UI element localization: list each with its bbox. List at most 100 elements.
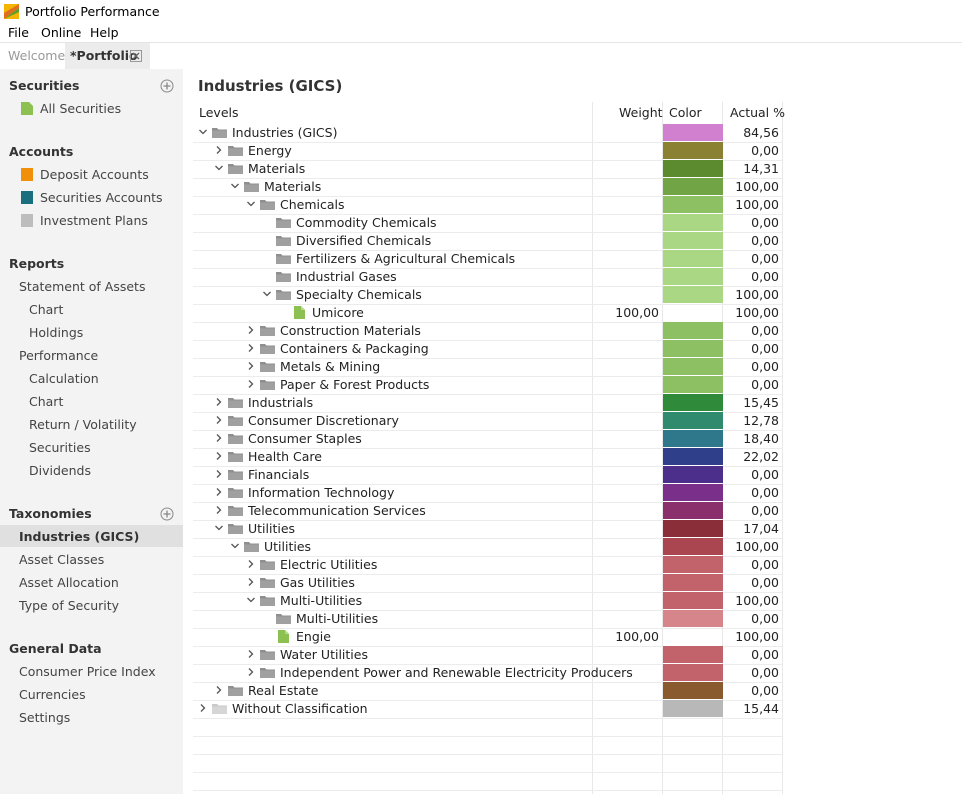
tree-row[interactable]: Water Utilities 0,00 [193, 646, 783, 665]
tree-row[interactable]: Industries (GICS) 84,56 [193, 124, 783, 143]
sidebar-item-consumer-price-index[interactable]: Consumer Price Index [19, 664, 156, 679]
chevron-right-icon[interactable] [246, 379, 256, 389]
chevron-down-icon[interactable] [262, 289, 272, 299]
menu-file[interactable]: File [8, 25, 29, 40]
chevron-right-icon[interactable] [214, 433, 224, 443]
color-swatch[interactable] [663, 358, 723, 375]
row-weight[interactable]: 100,00 [615, 629, 659, 644]
color-swatch[interactable] [663, 178, 723, 195]
tree-row[interactable]: Multi-Utilities 0,00 [193, 610, 783, 629]
sidebar-item-industries-gics[interactable]: Industries (GICS) [19, 529, 140, 544]
color-swatch[interactable] [663, 466, 723, 483]
chevron-right-icon[interactable] [214, 469, 224, 479]
sidebar-item-assets-chart[interactable]: Chart [29, 302, 64, 317]
color-swatch[interactable] [663, 268, 723, 285]
tree-row[interactable]: Fertilizers & Agricultural Chemicals 0,00 [193, 250, 783, 269]
add-taxonomy-icon[interactable] [160, 507, 174, 521]
sidebar-item-deposit-accounts[interactable]: Deposit Accounts [40, 167, 149, 182]
tab-welcome[interactable]: Welcome [8, 48, 66, 63]
column-header-color[interactable]: Color [669, 105, 702, 120]
tree-row[interactable]: Industrial Gases 0,00 [193, 268, 783, 287]
chevron-right-icon[interactable] [214, 487, 224, 497]
sidebar-item-securities-accounts[interactable]: Securities Accounts [40, 190, 163, 205]
tree-row[interactable]: Telecommunication Services 0,00 [193, 502, 783, 521]
chevron-right-icon[interactable] [214, 415, 224, 425]
tree-row[interactable]: Consumer Discretionary 12,78 [193, 412, 783, 431]
color-swatch[interactable] [663, 646, 723, 663]
sidebar-item-all-securities[interactable]: All Securities [40, 101, 122, 116]
color-swatch[interactable] [663, 502, 723, 519]
sidebar-item-holdings[interactable]: Holdings [29, 325, 84, 340]
tree-row[interactable]: Financials 0,00 [193, 466, 783, 485]
tree-row[interactable]: Containers & Packaging 0,00 [193, 340, 783, 359]
color-swatch[interactable] [663, 574, 723, 591]
color-swatch[interactable] [663, 628, 723, 645]
color-swatch[interactable] [663, 448, 723, 465]
chevron-right-icon[interactable] [246, 559, 256, 569]
color-swatch[interactable] [663, 340, 723, 357]
color-swatch[interactable] [663, 592, 723, 609]
chevron-right-icon[interactable] [214, 145, 224, 155]
chevron-down-icon[interactable] [198, 127, 208, 137]
color-swatch[interactable] [663, 124, 723, 141]
sidebar-item-performance[interactable]: Performance [19, 348, 99, 363]
sidebar-item-settings[interactable]: Settings [19, 710, 71, 725]
tab-portfolio[interactable]: *Portfolio [65, 43, 150, 69]
tree-row[interactable]: Real Estate 0,00 [193, 682, 783, 701]
row-weight[interactable]: 100,00 [615, 305, 659, 320]
tree-row[interactable]: Construction Materials 0,00 [193, 322, 783, 341]
tree-row[interactable]: Metals & Mining 0,00 [193, 358, 783, 377]
sidebar-item-asset-classes[interactable]: Asset Classes [19, 552, 105, 567]
color-swatch[interactable] [663, 556, 723, 573]
color-swatch[interactable] [663, 700, 723, 717]
chevron-right-icon[interactable] [214, 397, 224, 407]
chevron-right-icon[interactable] [246, 577, 256, 587]
color-swatch[interactable] [663, 520, 723, 537]
sidebar-item-performance-chart[interactable]: Chart [29, 394, 64, 409]
tree-row[interactable]: Information Technology 0,00 [193, 484, 783, 503]
chevron-right-icon[interactable] [246, 649, 256, 659]
color-swatch[interactable] [663, 196, 723, 213]
tree-row[interactable]: Specialty Chemicals 100,00 [193, 286, 783, 305]
color-swatch[interactable] [663, 214, 723, 231]
tree-row[interactable]: Commodity Chemicals 0,00 [193, 214, 783, 233]
chevron-down-icon[interactable] [246, 595, 256, 605]
tree-row[interactable]: Materials 14,31 [193, 160, 783, 179]
sidebar-item-investment-plans[interactable]: Investment Plans [40, 213, 148, 228]
tree-row[interactable]: Paper & Forest Products 0,00 [193, 376, 783, 395]
chevron-down-icon[interactable] [230, 541, 240, 551]
chevron-right-icon[interactable] [214, 451, 224, 461]
column-header-actual-percent[interactable]: Actual % [730, 105, 786, 120]
color-swatch[interactable] [663, 250, 723, 267]
chevron-right-icon[interactable] [214, 685, 224, 695]
sidebar-item-return-volatility[interactable]: Return / Volatility [29, 417, 137, 432]
chevron-down-icon[interactable] [230, 181, 240, 191]
sidebar-item-performance-securities[interactable]: Securities [29, 440, 91, 455]
add-security-icon[interactable] [160, 79, 174, 93]
chevron-right-icon[interactable] [246, 667, 256, 677]
tree-row[interactable]: Health Care 22,02 [193, 448, 783, 467]
color-swatch[interactable] [663, 376, 723, 393]
menu-help[interactable]: Help [90, 25, 119, 40]
chevron-right-icon[interactable] [198, 703, 208, 713]
sidebar-item-dividends[interactable]: Dividends [29, 463, 91, 478]
color-swatch[interactable] [663, 304, 723, 321]
tree-row[interactable]: Without Classification 15,44 [193, 700, 783, 719]
chevron-down-icon[interactable] [214, 163, 224, 173]
color-swatch[interactable] [663, 664, 723, 681]
chevron-right-icon[interactable] [214, 505, 224, 515]
sidebar-item-asset-allocation[interactable]: Asset Allocation [19, 575, 119, 590]
color-swatch[interactable] [663, 538, 723, 555]
chevron-right-icon[interactable] [246, 325, 256, 335]
tree-row[interactable]: Multi-Utilities 100,00 [193, 592, 783, 611]
tree-row[interactable]: Utilities 100,00 [193, 538, 783, 557]
tree-row[interactable]: Energy 0,00 [193, 142, 783, 161]
menu-online[interactable]: Online [41, 25, 82, 40]
tree-row[interactable]: Utilities 17,04 [193, 520, 783, 539]
column-header-weight[interactable]: Weight [619, 105, 663, 120]
color-swatch[interactable] [663, 394, 723, 411]
sidebar-item-type-of-security[interactable]: Type of Security [19, 598, 120, 613]
color-swatch[interactable] [663, 412, 723, 429]
color-swatch[interactable] [663, 430, 723, 447]
tree-row[interactable]: Umicore 100,00 100,00 [193, 304, 783, 323]
